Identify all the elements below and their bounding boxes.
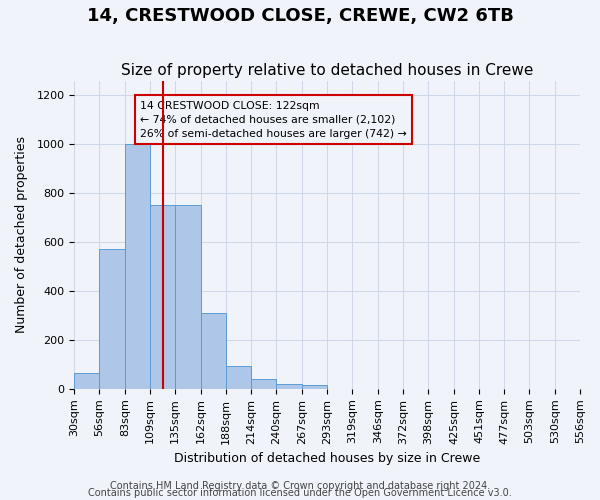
Bar [276, 384, 302, 389]
X-axis label: Distribution of detached houses by size in Crewe: Distribution of detached houses by size … [174, 452, 480, 465]
Bar [251, 379, 276, 389]
Bar [175, 206, 201, 389]
Bar [74, 373, 99, 389]
Text: 14 CRESTWOOD CLOSE: 122sqm
← 74% of detached houses are smaller (2,102)
26% of s: 14 CRESTWOOD CLOSE: 122sqm ← 74% of deta… [140, 100, 407, 138]
Text: Contains HM Land Registry data © Crown copyright and database right 2024.: Contains HM Land Registry data © Crown c… [110, 481, 490, 491]
Bar [150, 206, 175, 389]
Text: Contains public sector information licensed under the Open Government Licence v3: Contains public sector information licen… [88, 488, 512, 498]
Bar [99, 250, 125, 389]
Bar [302, 385, 327, 389]
Text: 14, CRESTWOOD CLOSE, CREWE, CW2 6TB: 14, CRESTWOOD CLOSE, CREWE, CW2 6TB [86, 8, 514, 26]
Bar [125, 144, 150, 389]
Y-axis label: Number of detached properties: Number of detached properties [15, 136, 28, 333]
Title: Size of property relative to detached houses in Crewe: Size of property relative to detached ho… [121, 63, 533, 78]
Bar [201, 313, 226, 389]
Bar [226, 366, 251, 389]
